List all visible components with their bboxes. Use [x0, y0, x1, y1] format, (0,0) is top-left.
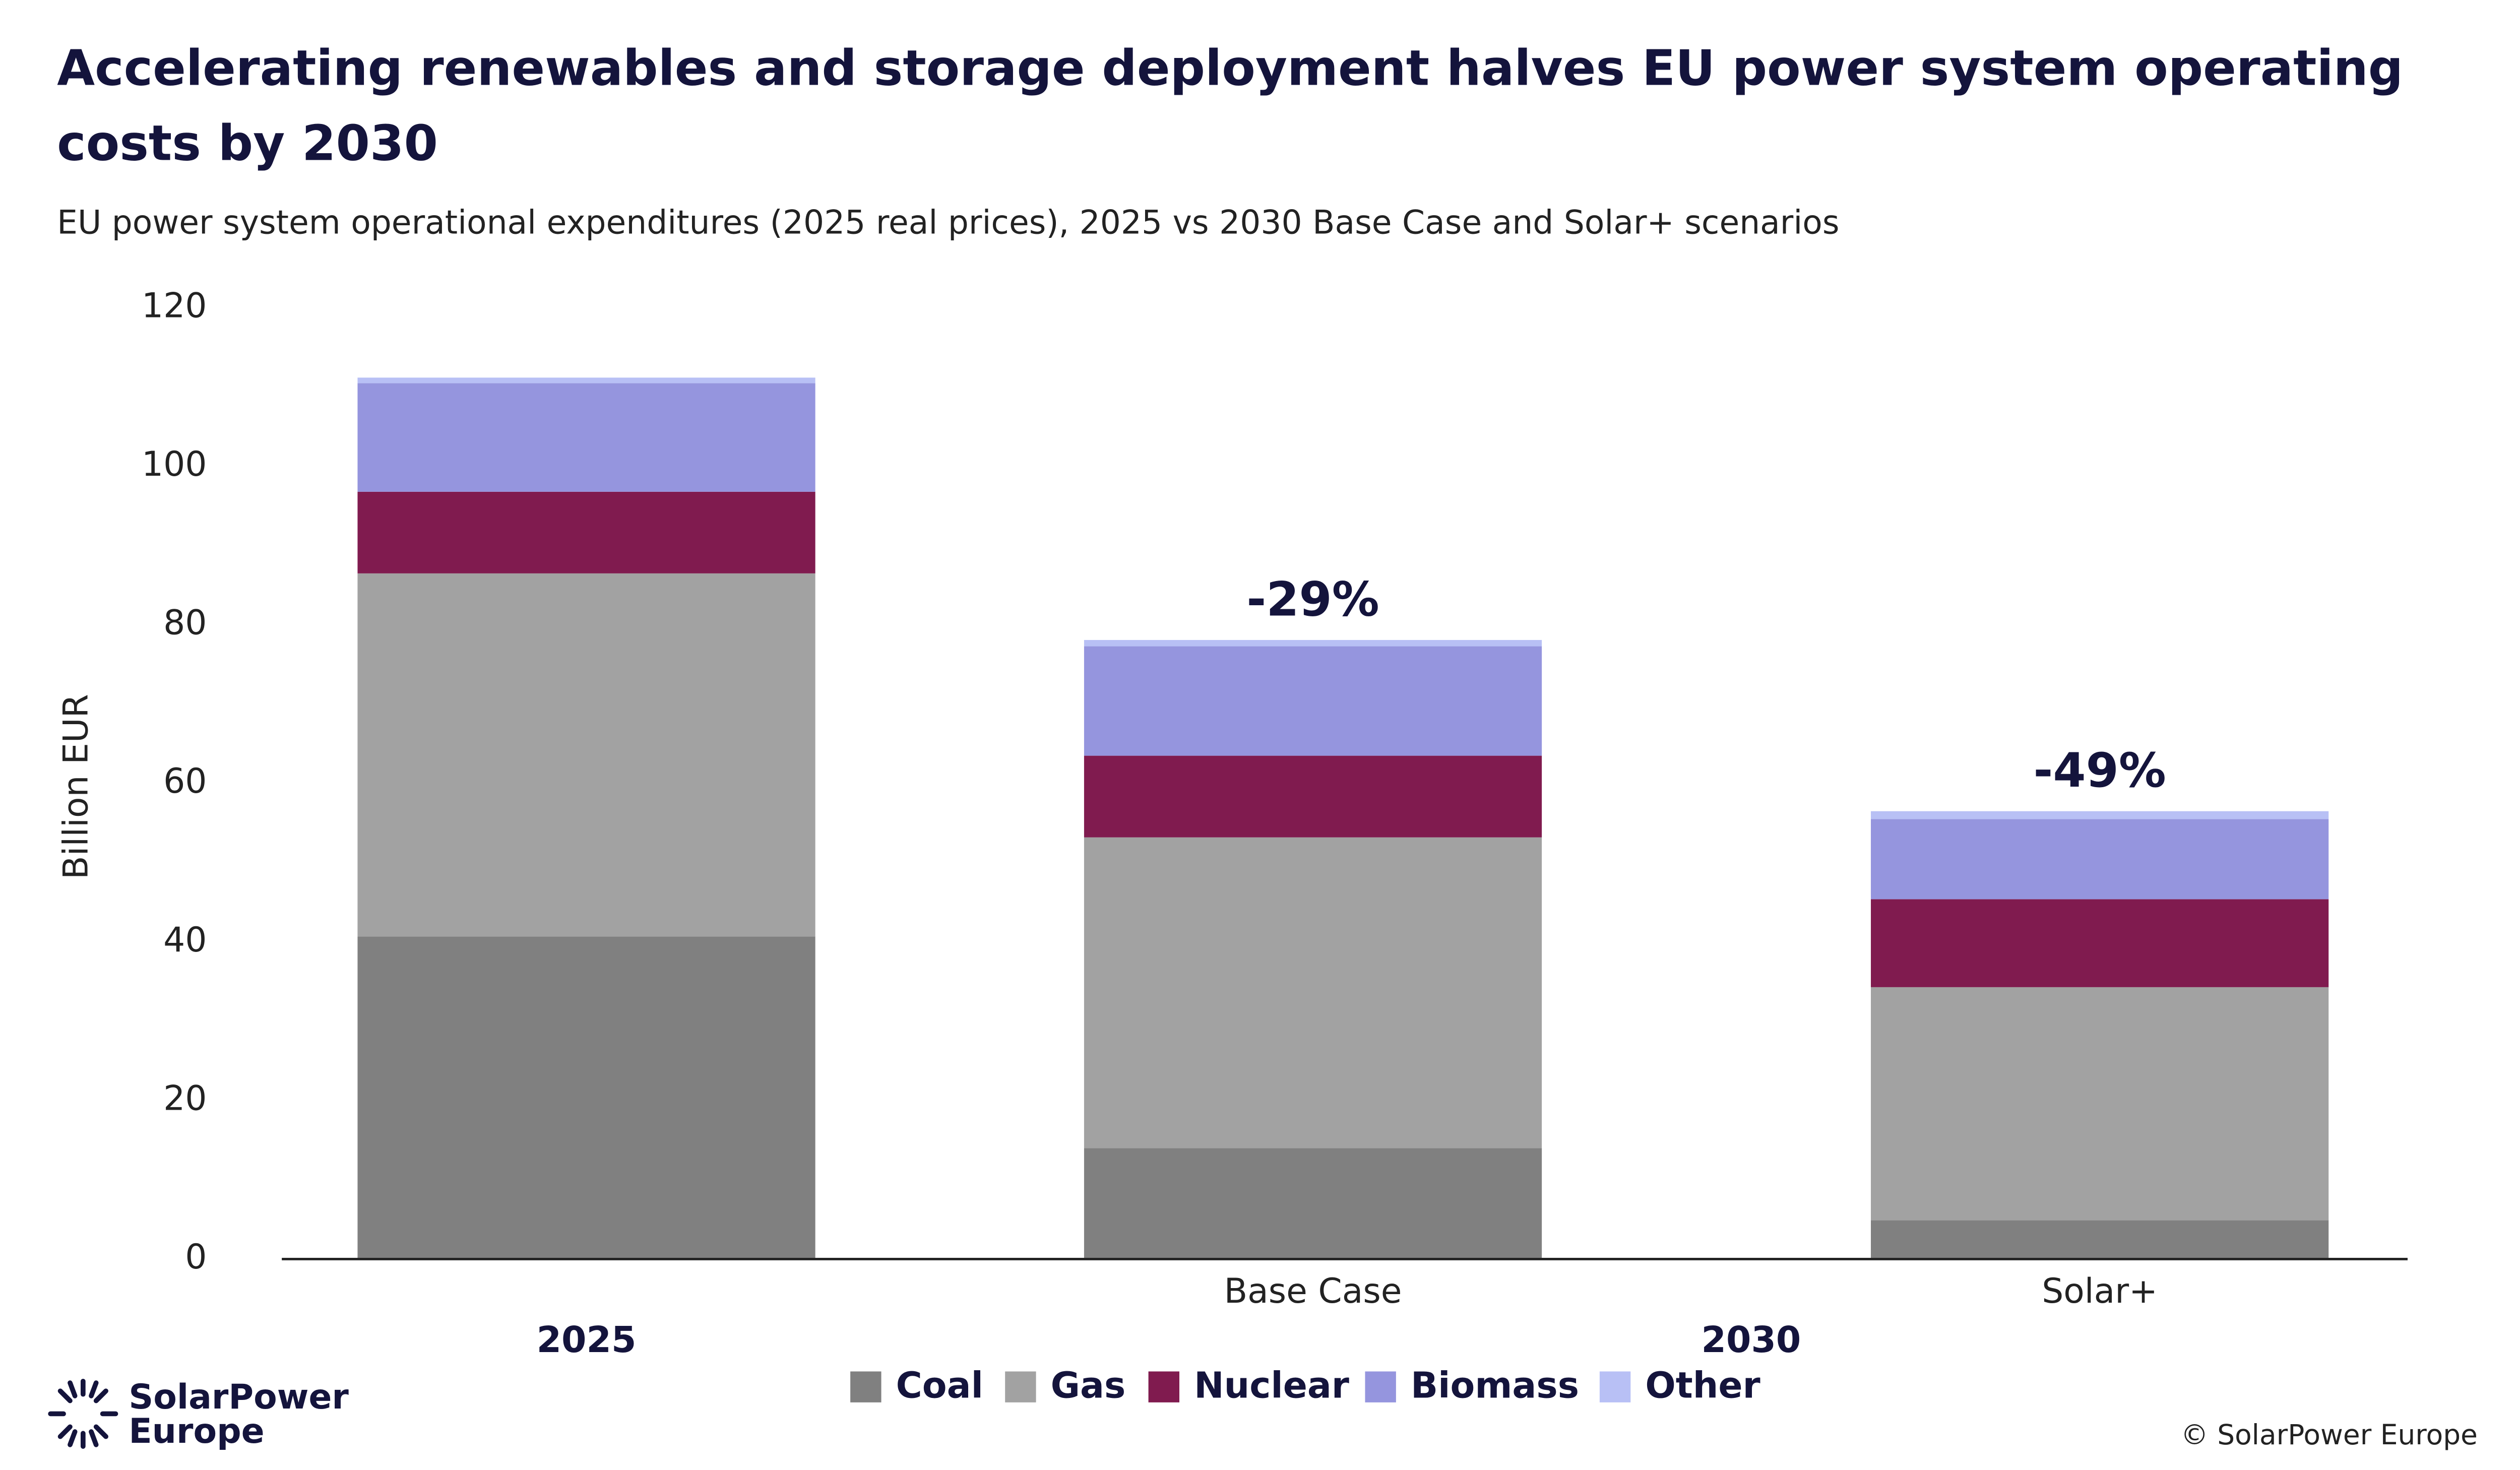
- bar-segment: [1871, 819, 2329, 900]
- legend-swatch: [1148, 1371, 1180, 1402]
- logo-text: SolarPower: [129, 1377, 349, 1417]
- chart-title: Accelerating renewables and storage depl…: [57, 40, 2403, 97]
- bar-label: -49%: [2034, 743, 2166, 798]
- y-axis-label: Billion EUR: [56, 694, 96, 879]
- bar-segment: [1084, 640, 1542, 647]
- bar-segment: [1084, 1148, 1542, 1259]
- group-label: 2025: [537, 1319, 637, 1361]
- bar-segment: [1084, 837, 1542, 1148]
- bar-segment: [357, 383, 815, 492]
- bar-label: -29%: [1246, 572, 1379, 627]
- bar-segment: [357, 491, 815, 573]
- group-label: 2030: [1702, 1319, 1801, 1361]
- legend-swatch: [850, 1371, 881, 1402]
- logo-icon: [48, 1378, 118, 1449]
- bar-segment: [1871, 811, 2329, 819]
- y-tick-label: 80: [163, 603, 207, 643]
- legend-swatch: [1599, 1371, 1631, 1402]
- chart-title: costs by 2030: [57, 114, 438, 171]
- bar-segment: [1084, 646, 1542, 756]
- x-tick-label: Solar+: [2042, 1271, 2158, 1311]
- y-tick-label: 100: [142, 444, 207, 484]
- bar-segment: [357, 377, 815, 384]
- bar-segment: [1871, 987, 2329, 1221]
- legend-label: Other: [1645, 1364, 1760, 1406]
- bar-segment: [1871, 1220, 2329, 1259]
- x-tick-label: Base Case: [1224, 1271, 1402, 1311]
- legend-label: Coal: [896, 1364, 983, 1406]
- bar-segment: [357, 573, 815, 937]
- y-tick-label: 120: [142, 286, 207, 326]
- bar-segment: [357, 936, 815, 1259]
- bar-segment: [1871, 899, 2329, 987]
- bar-segment: [1084, 755, 1542, 838]
- credit: © SolarPower Europe: [2181, 1419, 2478, 1451]
- y-tick-label: 20: [163, 1078, 207, 1118]
- y-tick-label: 60: [163, 761, 207, 801]
- legend-label: Gas: [1051, 1364, 1126, 1406]
- legend-label: Nuclear: [1194, 1364, 1349, 1406]
- y-tick-label: 40: [163, 920, 207, 960]
- legend-label: Biomass: [1411, 1364, 1579, 1406]
- legend-swatch: [1005, 1371, 1036, 1402]
- legend-swatch: [1365, 1371, 1396, 1402]
- chart-subtitle: EU power system operational expenditures…: [57, 204, 1839, 242]
- y-tick-label: 0: [185, 1237, 207, 1277]
- logo-text: Europe: [129, 1412, 264, 1451]
